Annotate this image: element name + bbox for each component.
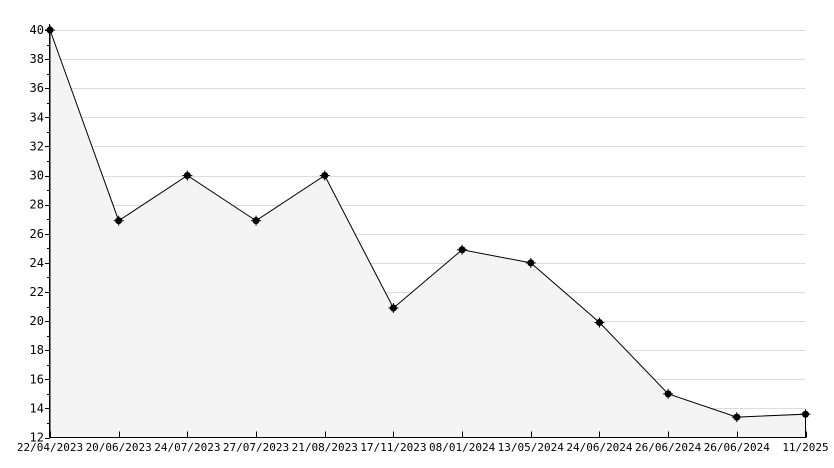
y-tick-label: 30 (30, 169, 44, 183)
data-point-marker (595, 319, 603, 327)
data-point-marker (664, 390, 672, 398)
y-tick-label: 38 (30, 52, 44, 66)
x-tick-label: 21/08/2023 (292, 441, 358, 454)
x-tick-label: 20/06/2023 (86, 441, 152, 454)
y-tick-label: 24 (30, 256, 44, 270)
y-tick-label: 16 (30, 372, 44, 386)
data-point-marker (46, 26, 54, 34)
x-tick-label: 26/06/2024 (635, 441, 702, 454)
x-tick-label: 24/06/2024 (566, 441, 633, 454)
x-tick-label: 11/2025 (782, 441, 828, 454)
data-point-marker (389, 304, 397, 312)
data-point-marker (252, 217, 260, 225)
y-tick-label: 28 (30, 198, 44, 212)
data-point-marker (802, 410, 809, 418)
data-point-marker (183, 172, 191, 180)
data-point-marker (321, 172, 329, 180)
y-tick-label: 14 (30, 401, 44, 415)
y-tick-label: 36 (30, 81, 44, 95)
x-tick-label: 27/07/2023 (223, 441, 289, 454)
x-tick-label: 22/04/2023 (17, 441, 83, 454)
x-tick-label: 08/01/2024 (429, 441, 496, 454)
y-tick-label: 34 (30, 110, 44, 124)
y-tick-label: 12 (30, 431, 44, 445)
y-tick-label: 20 (30, 314, 44, 328)
x-tick-label: 13/05/2024 (498, 441, 565, 454)
y-tick-label: 18 (30, 343, 44, 357)
data-point-marker (458, 246, 466, 254)
x-tick-label: 17/11/2023 (360, 441, 426, 454)
y-tick-label: 40 (30, 23, 44, 37)
data-point-marker (115, 217, 123, 225)
data-point-marker (733, 413, 741, 421)
x-tick-label: 24/07/2023 (154, 441, 220, 454)
y-tick-label: 32 (30, 139, 44, 153)
y-tick-label: 26 (30, 227, 44, 241)
y-tick-label: 22 (30, 285, 44, 299)
data-point-marker (527, 259, 535, 267)
x-tick-label: 26/06/2024 (704, 441, 771, 454)
